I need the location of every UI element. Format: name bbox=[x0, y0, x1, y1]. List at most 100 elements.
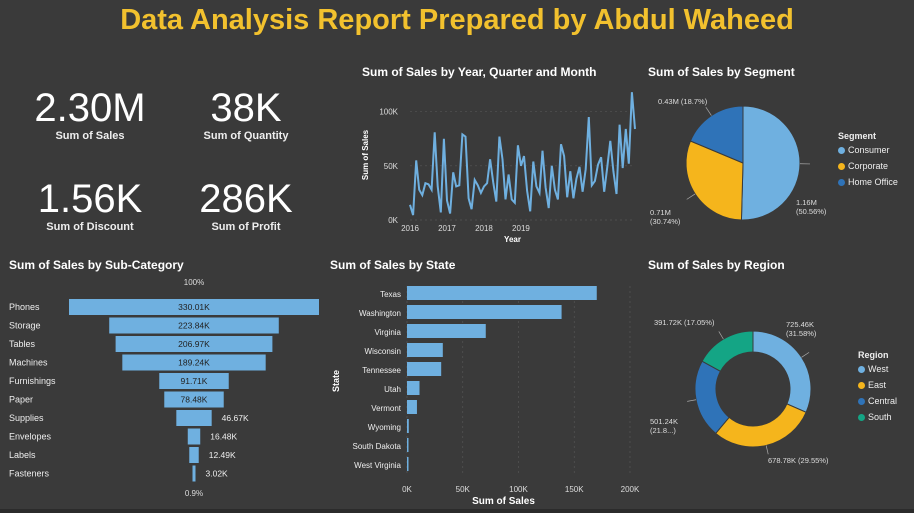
legend-title: Region bbox=[858, 350, 889, 360]
bottom-strip bbox=[0, 509, 914, 513]
legend-title: Segment bbox=[838, 131, 877, 141]
category-label: Fasteners bbox=[9, 469, 50, 479]
data-label: 725.46K bbox=[786, 320, 814, 329]
state-chart-title: Sum of Sales by State bbox=[330, 258, 456, 272]
legend-item-central[interactable]: Central bbox=[858, 396, 897, 406]
category-label: Wisconsin bbox=[365, 347, 401, 356]
kpi-card-quantity: 38K Sum of Quantity bbox=[166, 86, 326, 142]
data-label: 189.24K bbox=[178, 358, 210, 368]
pie-slice bbox=[740, 105, 801, 221]
line-chart[interactable]: 0K 50K 100K 2016 2017 2018 2019 Year Sum of Sale… bbox=[355, 80, 640, 250]
leader-line bbox=[687, 399, 697, 402]
bar bbox=[407, 457, 409, 471]
donut-slice bbox=[752, 330, 812, 413]
legend-label: South bbox=[868, 412, 892, 422]
legend-item-corporate[interactable]: Corporate bbox=[838, 161, 898, 171]
legend-item-consumer[interactable]: Consumer bbox=[838, 145, 898, 155]
legend-label: Home Office bbox=[848, 177, 898, 187]
legend-item-west[interactable]: West bbox=[858, 364, 897, 374]
data-label: 1.16M bbox=[796, 198, 817, 207]
funnel-bar bbox=[164, 391, 224, 408]
data-label: 16.48K bbox=[210, 432, 237, 442]
y-tick-label: 100K bbox=[379, 108, 398, 117]
data-label: 0.43M (18.7%) bbox=[658, 97, 708, 106]
segment-pie-chart[interactable]: 1.16M(50.56%) 0.71M(30.74%) 0.43M (18.7%) bbox=[648, 85, 834, 240]
bar bbox=[407, 305, 562, 319]
legend-item-south[interactable]: South bbox=[858, 412, 897, 422]
data-label: 678.78K (29.55%) bbox=[768, 456, 829, 465]
bar bbox=[407, 419, 409, 433]
legend-swatch bbox=[838, 146, 845, 154]
state-bar-chart[interactable]: 0K 50K 100K 150K 200K Texas Washington Virginia… bbox=[325, 278, 645, 509]
category-label: South Dakota bbox=[353, 442, 402, 451]
report-title: Data Analysis Report Prepared by Abdul W… bbox=[120, 4, 794, 36]
data-label: 206.97K bbox=[178, 339, 210, 349]
donut-slice bbox=[714, 403, 807, 448]
funnel-bar bbox=[69, 299, 319, 315]
category-label: Furnishings bbox=[9, 376, 56, 386]
segment-chart-title: Sum of Sales by Segment bbox=[648, 65, 795, 79]
leader-line bbox=[686, 193, 696, 200]
legend-swatch bbox=[858, 413, 865, 421]
x-tick-label: 200K bbox=[621, 485, 640, 494]
funnel-top-label: 100% bbox=[184, 278, 204, 287]
legend-swatch bbox=[858, 381, 865, 389]
funnel-bar bbox=[187, 428, 201, 445]
data-label: 3.02K bbox=[206, 469, 229, 479]
donut-slice bbox=[694, 360, 730, 435]
x-tick-label: 150K bbox=[565, 485, 584, 494]
category-label: Envelopes bbox=[9, 432, 52, 442]
kpi-value: 1.56K bbox=[37, 177, 143, 221]
y-tick-label: 50K bbox=[384, 162, 399, 171]
y-axis-title: Sum of Sales bbox=[361, 129, 370, 180]
category-label: Virginia bbox=[374, 328, 401, 337]
bar bbox=[407, 362, 442, 376]
funnel-bar bbox=[122, 354, 266, 371]
data-label: (30.74%) bbox=[650, 217, 681, 226]
funnel-bar bbox=[115, 336, 273, 352]
category-label: Utah bbox=[384, 385, 401, 394]
x-tick-label: 2017 bbox=[438, 224, 456, 233]
category-label: Supplies bbox=[9, 413, 44, 423]
category-label: Washington bbox=[359, 309, 401, 318]
legend-label: Consumer bbox=[848, 145, 890, 155]
kpi-label: Sum of Quantity bbox=[203, 130, 289, 142]
category-label: Phones bbox=[9, 302, 40, 312]
bar bbox=[407, 286, 597, 300]
kpi-label: Sum of Sales bbox=[55, 130, 125, 142]
subcategory-funnel-chart[interactable]: 100% Phones 330.01K Storage 223.84K Tables 206… bbox=[0, 273, 330, 509]
data-label: 501.24K bbox=[650, 417, 678, 426]
data-label: 0.71M bbox=[650, 208, 671, 217]
legend-swatch bbox=[858, 397, 865, 405]
category-label: Tennessee bbox=[362, 366, 401, 375]
x-axis-title: Year bbox=[504, 235, 521, 244]
legend-label: Corporate bbox=[848, 161, 889, 171]
legend-item-east[interactable]: East bbox=[858, 380, 897, 390]
legend-swatch bbox=[858, 365, 865, 373]
donut-slice bbox=[701, 330, 754, 372]
kpi-value: 38K bbox=[210, 86, 282, 130]
bar bbox=[407, 343, 443, 357]
kpi-label: Sum of Profit bbox=[211, 221, 281, 233]
region-donut-chart[interactable]: 725.46K(31.58%) 678.78K (29.55%) 501.24K(2… bbox=[640, 300, 855, 475]
x-tick-label: 2016 bbox=[401, 224, 419, 233]
kpi-label: Sum of Discount bbox=[46, 221, 134, 233]
category-label: West Virginia bbox=[354, 461, 401, 470]
category-label: Tables bbox=[9, 339, 36, 349]
legend-label: East bbox=[868, 380, 887, 390]
funnel-bar bbox=[159, 373, 229, 389]
funnel-bar bbox=[176, 410, 212, 426]
legend-item-home-office[interactable]: Home Office bbox=[838, 177, 898, 187]
data-label: 330.01K bbox=[178, 302, 210, 312]
data-label: 91.71K bbox=[181, 376, 208, 386]
y-tick-label: 0K bbox=[388, 216, 398, 225]
legend-label: Central bbox=[868, 396, 898, 406]
category-label: Machines bbox=[9, 358, 48, 368]
legend-swatch bbox=[838, 162, 845, 170]
category-label: Vermont bbox=[371, 404, 402, 413]
bar bbox=[407, 381, 420, 395]
subcategory-chart-title: Sum of Sales by Sub-Category bbox=[9, 258, 184, 272]
data-label: 12.49K bbox=[209, 450, 236, 460]
bar bbox=[407, 324, 486, 338]
leader-line bbox=[765, 445, 769, 455]
